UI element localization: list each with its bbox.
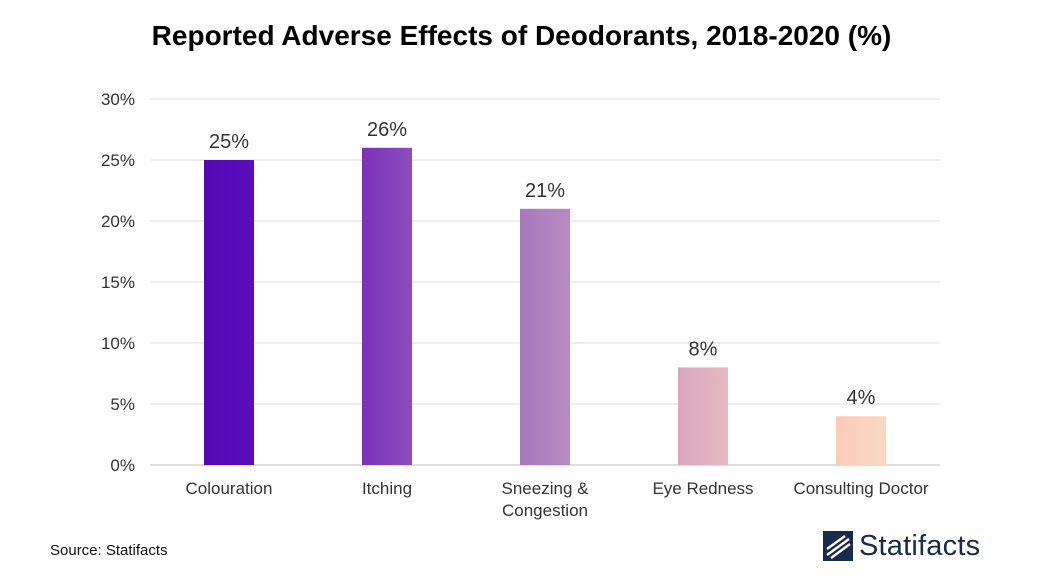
y-tick-label: 15% [101,273,135,292]
x-tick-label: Sneezing & Congestion [502,479,590,520]
data-label: 21% [525,180,565,202]
y-axis-ticks: 0% 5% 10% 15% 20% 25% 30% [101,90,135,475]
source-note: Source: Statifacts [50,542,168,559]
brand-logo: Statifacts [823,528,1003,564]
y-tick-label: 0% [110,456,135,475]
data-label: 4% [847,387,876,409]
bar-sneezing-congestion [520,208,570,466]
bars [204,147,886,466]
y-tick-label: 30% [101,90,135,109]
x-tick-label: Eye Redness [652,479,753,498]
brand-name: Statifacts [859,529,981,562]
y-tick-label: 5% [110,395,135,414]
data-label: 26% [367,119,407,141]
bar-consulting-doctor [836,416,886,465]
bar-colouration [204,160,254,465]
x-tick-label: Colouration [186,479,273,498]
y-tick-label: 25% [101,151,135,170]
y-tick-label: 20% [101,212,135,231]
data-label: 8% [689,338,718,360]
bar-eye-redness [678,367,728,465]
y-tick-label: 10% [101,334,135,353]
x-tick-label: Consulting Doctor [793,479,928,498]
data-label: 25% [209,131,249,153]
x-tick-label: Itching [362,479,412,498]
bar-itching [362,147,412,466]
x-axis-ticks: Colouration Itching Sneezing & Congestion Ey… [186,479,929,520]
chart-title: Reported Adverse Effects of Deodorants, … [151,20,892,51]
data-labels: 25% 26% 21% 8% 4% [209,119,876,409]
statifacts-logo-icon [823,531,853,561]
